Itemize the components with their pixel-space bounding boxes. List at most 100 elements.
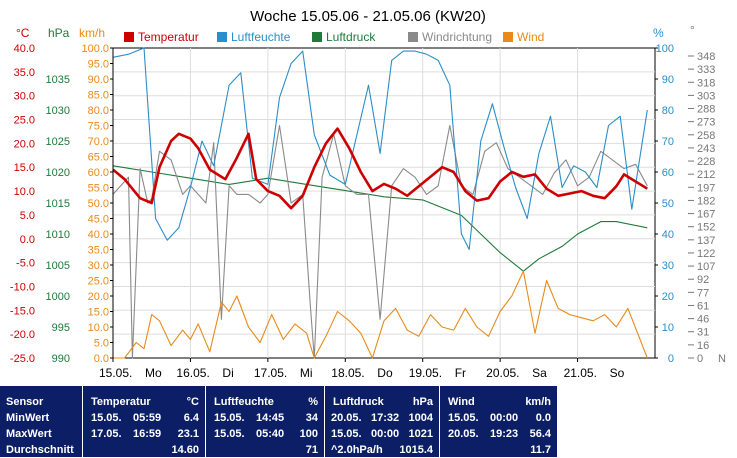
- tick-label-pressure: 1015: [46, 198, 70, 210]
- tick-label-humidity: 80: [662, 105, 674, 117]
- tick-label-wind: 100.0: [81, 43, 109, 55]
- legend-swatch-luftdruck: [312, 32, 322, 42]
- tick-label-temp: -5.0: [16, 258, 35, 270]
- tick-label-wind: 15.0: [88, 307, 109, 319]
- tick-label-temp: 15.0: [14, 162, 35, 174]
- x-day-label: 15.05.: [99, 366, 132, 380]
- hum-min-date: 15.05.: [214, 412, 245, 424]
- tick-label-direction: 167: [697, 209, 715, 221]
- tick-label-pressure: 1025: [46, 136, 70, 148]
- tick-label-wind: 60.0: [88, 167, 109, 179]
- tick-label-direction: 228: [697, 156, 715, 168]
- tick-label-direction: 258: [697, 130, 715, 142]
- direction-north-label: N: [718, 353, 726, 365]
- plot-area: [112, 47, 656, 359]
- press-trend: ^2.0hPa/h: [331, 444, 383, 456]
- press-min-value: 1004: [408, 412, 433, 424]
- x-day-label: 21.05.: [564, 366, 597, 380]
- tick-label-direction: 348: [697, 51, 715, 63]
- row-label-min: MinWert: [6, 412, 50, 424]
- legend-swatch-temperatur: [124, 32, 134, 42]
- tick-label-temp: -20.0: [10, 329, 35, 341]
- tick-label-humidity: 90: [662, 74, 674, 86]
- hum-min-value: 34: [305, 412, 318, 424]
- wind-max-time: 19:23: [490, 428, 519, 440]
- x-weekday-label: Do: [377, 366, 393, 380]
- unit-temp: °C: [16, 26, 30, 40]
- tick-label-pressure: 1010: [46, 229, 70, 241]
- tick-label-direction: 0: [697, 353, 703, 365]
- tick-label-direction: 318: [697, 77, 715, 89]
- tick-label-direction: 212: [697, 169, 715, 181]
- tick-label-wind: 65.0: [88, 152, 109, 164]
- temp-max-time: 16:59: [133, 428, 162, 440]
- temperature-unit: °C: [186, 396, 199, 408]
- right-axes: 1009080706050403020100348333318303288273…: [655, 43, 726, 365]
- left-axes: 40.0 35.0 30.0 25.0 20.0 15.0 10.0 5.0 0.0 -5.0 -1…: [10, 43, 114, 365]
- tick-label-direction: 46: [697, 314, 709, 326]
- temp-min-value: 6.4: [183, 412, 199, 424]
- tick-label-wind: 55.0: [88, 183, 109, 195]
- x-day-label: 16.05.: [176, 366, 209, 380]
- legend-label-windrichtung: Windrichtung: [422, 30, 492, 44]
- tick-label-temp: 20.0: [14, 138, 35, 150]
- legend-swatch-luftfeuchte: [217, 32, 227, 42]
- wind-min-time: 00:00: [490, 412, 519, 424]
- x-weekday-label: So: [610, 366, 625, 380]
- tick-label-humidity: 10: [662, 322, 674, 334]
- wind-unit: km/h: [525, 396, 551, 408]
- x-day-label: 18.05.: [331, 366, 364, 380]
- tick-label-wind: 10.0: [88, 322, 109, 334]
- tick-label-temp: -15.0: [10, 305, 35, 317]
- tick-label-wind: 95.0: [88, 59, 109, 71]
- row-label-max: MaxWert: [6, 428, 52, 440]
- series-layer: [112, 47, 648, 359]
- tick-label-wind: 50.0: [88, 198, 109, 210]
- temperature-column: Temperatur °C 15.05. 05:59 6.4 17.05. 16:59 2…: [83, 386, 205, 457]
- series-line-temperatur: [112, 127, 648, 210]
- table-separator: [82, 386, 83, 457]
- x-day-label: 17.05.: [254, 366, 287, 380]
- tick-label-temp: 40.0: [14, 43, 35, 55]
- unit-humidity: %: [653, 26, 664, 40]
- tick-label-wind: 20.0: [88, 291, 109, 303]
- hum-max-value: 100: [299, 428, 318, 440]
- tick-label-pressure: 1035: [46, 74, 70, 86]
- tick-label-pressure: 995: [52, 322, 70, 334]
- humidity-column: Luftfeuchte% 15.05. 14:45 34 15.05. 05:40 10…: [206, 386, 324, 457]
- unit-wind: km/h: [79, 26, 105, 40]
- pressure-unit: hPa: [412, 396, 433, 408]
- axis-units: °C hPa km/h% °: [16, 23, 695, 40]
- tick-label-pressure: 1005: [46, 260, 70, 272]
- series-line-luftfeuchte: [112, 47, 648, 251]
- wind-header: Wind: [448, 396, 475, 408]
- series-line-windrichtung: [112, 124, 648, 359]
- tick-label-humidity: 70: [662, 136, 674, 148]
- x-weekday-label: Mo: [145, 366, 162, 380]
- table-separator: [439, 386, 440, 457]
- tick-label-wind: 45.0: [88, 214, 109, 226]
- tick-label-direction: 303: [697, 90, 715, 102]
- humidity-header: Luftfeuchte: [214, 396, 274, 408]
- hum-max-time: 05:40: [256, 428, 285, 440]
- tick-label-temp: -25.0: [10, 353, 35, 365]
- tick-label-temp: 25.0: [14, 115, 35, 127]
- tick-label-direction: 122: [697, 248, 715, 260]
- tick-label-temp: 0.0: [20, 234, 35, 246]
- tick-label-direction: 137: [697, 235, 715, 247]
- weather-chart: Woche 15.05.06 - 21.05.06 (KW20) Tempera…: [10, 8, 726, 380]
- tick-label-humidity: 60: [662, 167, 674, 179]
- tick-label-temp: 35.0: [14, 67, 35, 79]
- legend-label-luftdruck: Luftdruck: [326, 30, 376, 44]
- series-line-luftdruck: [112, 165, 648, 272]
- tick-label-direction: 31: [697, 327, 709, 339]
- tick-label-wind: 90.0: [88, 74, 109, 86]
- tick-label-pressure: 1000: [46, 291, 70, 303]
- legend-swatch-wind: [503, 32, 513, 42]
- wind-min-value: 0.0: [535, 412, 551, 424]
- tick-label-humidity: 100: [656, 43, 674, 55]
- temp-min-time: 05:59: [133, 412, 162, 424]
- tick-label-direction: 152: [697, 222, 715, 234]
- temp-min-date: 15.05.: [91, 412, 122, 424]
- row-label-avg: Durchschnitt: [6, 444, 74, 456]
